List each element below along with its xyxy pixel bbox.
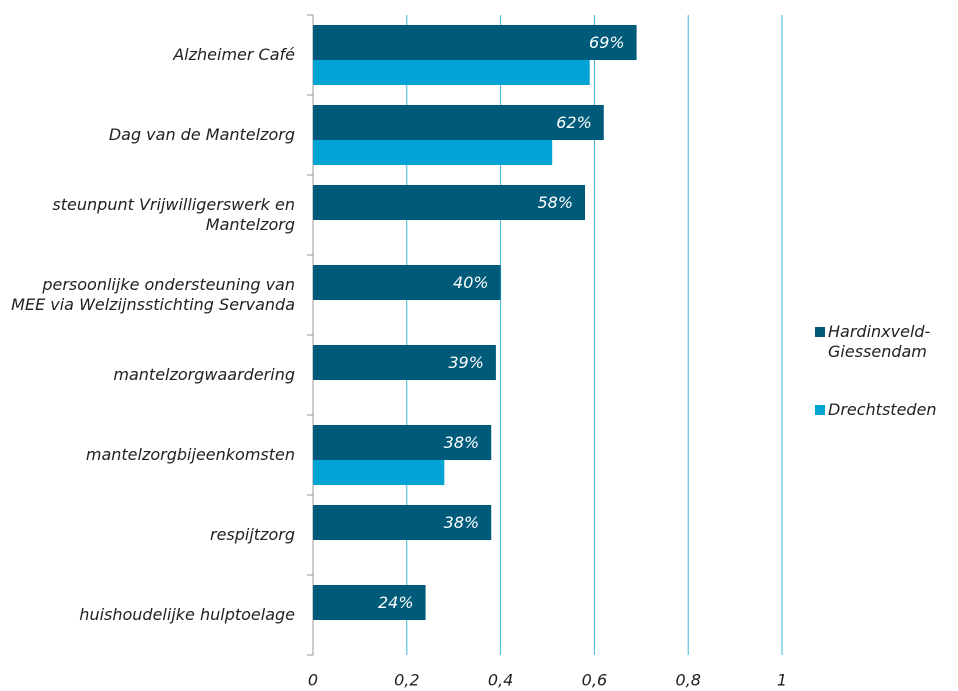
bar	[313, 25, 637, 60]
bar	[313, 105, 604, 140]
legend-swatch	[815, 327, 825, 337]
category-label: huishoudelijke hulptoelage	[79, 605, 295, 624]
x-tick-label: 0,2	[394, 671, 419, 690]
x-tick-label: 0	[308, 671, 318, 690]
category-label: persoonlijke ondersteuning van MEE via W…	[11, 275, 295, 314]
bar	[313, 140, 553, 165]
bar	[313, 265, 501, 300]
data-label: 69%	[589, 33, 625, 52]
bar	[313, 345, 496, 380]
data-label: 40%	[453, 273, 489, 292]
legend-label: Hardinxveld-Giessendam	[828, 322, 931, 361]
x-tick-label: 1	[777, 671, 787, 690]
bar	[313, 185, 586, 220]
legend-swatch	[815, 405, 825, 415]
category-label: respijtzorg	[210, 525, 295, 544]
category-label: Dag van de Mantelzorg	[108, 125, 295, 144]
category-label: mantelzorgwaardering	[113, 365, 295, 384]
legend-label: Drechtsteden	[828, 400, 937, 419]
bar	[313, 585, 426, 620]
bar	[313, 425, 492, 460]
data-label: 62%	[556, 113, 592, 132]
category-label: mantelzorgbijeenkomsten	[85, 445, 295, 464]
x-tick-label: 0,4	[488, 671, 513, 690]
data-label: 39%	[448, 353, 484, 372]
category-label: Alzheimer Café	[173, 45, 295, 64]
bar	[313, 60, 590, 85]
data-label: 38%	[444, 513, 480, 532]
data-label: 58%	[537, 193, 573, 212]
x-tick-label: 0,6	[582, 671, 607, 690]
category-label: steunpunt Vrijwilligerswerk en Mantelzor…	[52, 195, 295, 234]
data-label: 38%	[444, 433, 480, 452]
x-tick-label: 0,8	[675, 671, 700, 690]
bar	[313, 460, 445, 485]
bar	[313, 505, 492, 540]
data-label: 24%	[378, 593, 414, 612]
